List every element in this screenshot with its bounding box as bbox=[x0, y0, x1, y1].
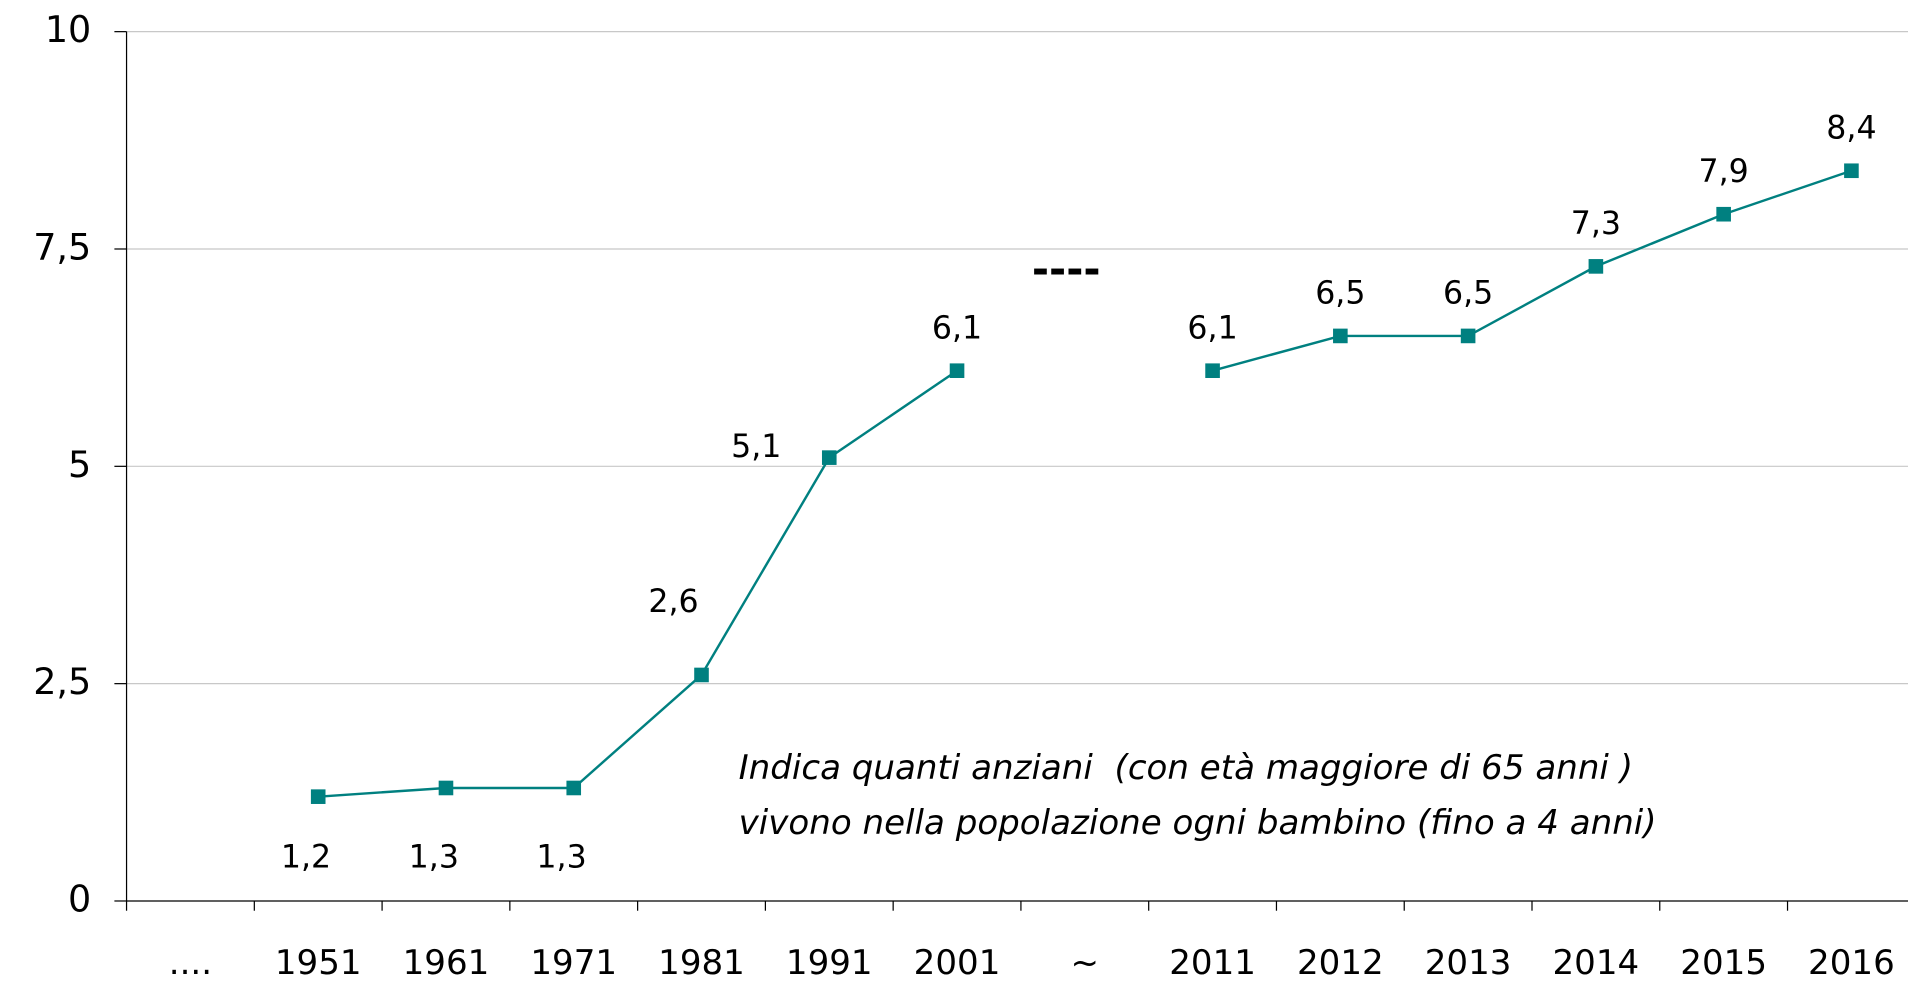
data-label: 7,3 bbox=[1571, 206, 1621, 242]
data-label: 6,5 bbox=[1315, 276, 1365, 312]
data-label: 8,4 bbox=[1826, 110, 1876, 146]
x-tick-label: 2012 bbox=[1297, 943, 1384, 983]
line bbox=[1212, 169, 1852, 372]
data-label: 1,3 bbox=[536, 839, 586, 875]
y-tick-label: 2,5 bbox=[33, 660, 91, 703]
x-tick-label: 2011 bbox=[1169, 943, 1256, 983]
marker bbox=[949, 363, 965, 379]
x-tick-label: .... bbox=[169, 943, 212, 983]
marker bbox=[694, 667, 709, 683]
y-tick-label: 7,5 bbox=[33, 225, 91, 268]
x-tick-label: ~ bbox=[1071, 943, 1100, 983]
data-label: 1,2 bbox=[281, 839, 331, 875]
x-tick-label: 2015 bbox=[1680, 943, 1767, 983]
y-tick-label: 0 bbox=[68, 877, 91, 920]
data-label: 6,1 bbox=[932, 310, 982, 346]
data-label: 6,5 bbox=[1443, 276, 1493, 312]
x-tick-label: 2014 bbox=[1553, 943, 1640, 983]
y-tick-label: 5 bbox=[68, 443, 91, 486]
data-label: 6,1 bbox=[1187, 310, 1237, 346]
x-tick-label: 2013 bbox=[1425, 943, 1512, 983]
marker bbox=[566, 780, 582, 796]
line bbox=[318, 369, 958, 798]
marker bbox=[1844, 163, 1859, 179]
data-label: 1,3 bbox=[409, 839, 459, 875]
marker bbox=[438, 780, 454, 796]
y-tick-label: 10 bbox=[45, 8, 91, 51]
data-label: 7,9 bbox=[1699, 154, 1749, 190]
marker bbox=[821, 450, 837, 465]
gap-annotation: ---- bbox=[1032, 246, 1101, 294]
marker bbox=[1333, 328, 1348, 344]
x-tick-label: 1981 bbox=[658, 943, 745, 983]
marker bbox=[1588, 259, 1604, 274]
marker bbox=[1205, 363, 1220, 379]
x-tick-label: 2016 bbox=[1808, 943, 1895, 983]
marker bbox=[1716, 206, 1731, 222]
x-tick-label: 1991 bbox=[786, 943, 873, 983]
data-label: 5,1 bbox=[731, 429, 781, 465]
x-tick-label: 2001 bbox=[914, 943, 1001, 983]
x-tick-label: 1961 bbox=[403, 943, 490, 983]
note-line-2: vivono nella popolazione ogni bambino (f… bbox=[739, 803, 1657, 843]
marker bbox=[1460, 328, 1476, 344]
note-line-1: Indica quanti anziani (con età maggiore … bbox=[739, 748, 1633, 788]
marker bbox=[310, 789, 326, 804]
x-tick-label: 1951 bbox=[275, 943, 362, 983]
x-tick-label: 1971 bbox=[530, 943, 617, 983]
data-label: 2,6 bbox=[648, 584, 698, 620]
